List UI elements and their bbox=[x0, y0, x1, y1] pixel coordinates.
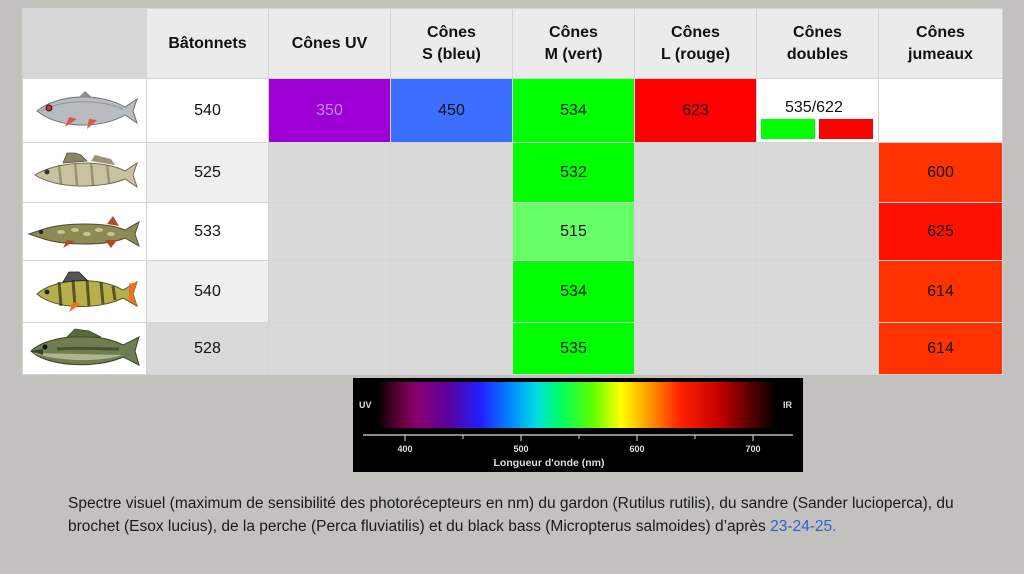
caption-text: Spectre visuel (maximum de sensibilité d… bbox=[68, 495, 954, 535]
zander-fish-icon bbox=[22, 142, 147, 203]
header-row: Bâtonnets Cônes UV Cônes S (bleu) Cônes M … bbox=[22, 8, 1003, 79]
twin-value: 614 bbox=[878, 260, 1003, 323]
uv-value bbox=[268, 322, 391, 375]
s-value bbox=[390, 260, 513, 323]
reference-link[interactable]: 23-24-25. bbox=[770, 518, 837, 535]
pike-fish-icon bbox=[22, 202, 147, 261]
wavelength-axis-label: Longueur d'onde (nm) bbox=[494, 457, 605, 469]
perch-fish-icon bbox=[22, 260, 147, 323]
uv-value bbox=[268, 142, 391, 203]
twin-value: 625 bbox=[878, 202, 1003, 261]
double-value: 535/622 bbox=[785, 99, 843, 116]
s-value bbox=[390, 322, 513, 375]
table-row: 533 515 625 bbox=[22, 202, 1003, 261]
table-row: 540 350 450 534 623 535/622 bbox=[22, 78, 1003, 143]
roach-fish-icon bbox=[22, 78, 147, 143]
header-double-cones: Cônes doubles bbox=[756, 8, 879, 79]
rod-value: 540 bbox=[146, 260, 269, 323]
figure-caption: Spectre visuel (maximum de sensibilité d… bbox=[68, 492, 988, 538]
double-green-bar bbox=[761, 119, 815, 139]
m-value: 535 bbox=[512, 322, 635, 375]
header-rods: Bâtonnets bbox=[146, 8, 269, 79]
tick-400: 400 bbox=[397, 444, 412, 454]
s-value: 450 bbox=[390, 78, 513, 143]
table-row: 525 532 600 bbox=[22, 142, 1003, 203]
tick-600: 600 bbox=[629, 444, 644, 454]
l-value bbox=[634, 322, 757, 375]
m-value: 534 bbox=[512, 78, 635, 143]
header-uv-cones: Cônes UV bbox=[268, 8, 391, 79]
header-fish bbox=[22, 8, 147, 79]
rod-value: 540 bbox=[146, 78, 269, 143]
tick-500: 500 bbox=[513, 444, 528, 454]
double-value bbox=[756, 322, 879, 375]
uv-label: UV bbox=[359, 400, 372, 410]
twin-value bbox=[878, 78, 1003, 143]
header-twin-cones: Cônes jumeaux bbox=[878, 8, 1003, 79]
tick-700: 700 bbox=[745, 444, 760, 454]
double-value bbox=[756, 202, 879, 261]
uv-value bbox=[268, 202, 391, 261]
spectrum-gradient bbox=[377, 382, 777, 428]
uv-value bbox=[268, 260, 391, 323]
twin-value: 600 bbox=[878, 142, 1003, 203]
double-value bbox=[756, 142, 879, 203]
l-value: 623 bbox=[634, 78, 757, 143]
double-cone-cell: 535/622 bbox=[756, 78, 879, 143]
s-value bbox=[390, 202, 513, 261]
header-l-cones: Cônes L (rouge) bbox=[634, 8, 757, 79]
m-value: 515 bbox=[512, 202, 635, 261]
double-value bbox=[756, 260, 879, 323]
header-s-cones: Cônes S (bleu) bbox=[390, 8, 513, 79]
rod-value: 528 bbox=[146, 322, 269, 375]
double-red-bar bbox=[819, 119, 873, 139]
photoreceptor-table: Bâtonnets Cônes UV Cônes S (bleu) Cônes M … bbox=[22, 8, 1003, 375]
rod-value: 525 bbox=[146, 142, 269, 203]
rod-value: 533 bbox=[146, 202, 269, 261]
ir-label: IR bbox=[783, 400, 793, 410]
m-value: 532 bbox=[512, 142, 635, 203]
l-value bbox=[634, 142, 757, 203]
l-value bbox=[634, 202, 757, 261]
table-row: 540 534 614 bbox=[22, 260, 1003, 323]
s-value bbox=[390, 142, 513, 203]
visible-spectrum-figure: UV IR 400 500 600 700 Longueur d'onde (n… bbox=[353, 378, 803, 472]
l-value bbox=[634, 260, 757, 323]
twin-value: 614 bbox=[878, 322, 1003, 375]
header-m-cones: Cônes M (vert) bbox=[512, 8, 635, 79]
m-value: 534 bbox=[512, 260, 635, 323]
table-row: 528 535 614 bbox=[22, 322, 1003, 375]
uv-value: 350 bbox=[268, 78, 391, 143]
bass-fish-icon bbox=[22, 322, 147, 375]
